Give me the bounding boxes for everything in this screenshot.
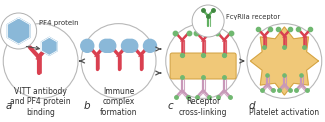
Text: VITT antibody
and PF4 protein
binding: VITT antibody and PF4 protein binding [10, 86, 71, 117]
Circle shape [166, 24, 240, 98]
Circle shape [192, 5, 224, 37]
Circle shape [143, 39, 156, 52]
Polygon shape [42, 37, 57, 55]
Circle shape [122, 39, 135, 52]
FancyBboxPatch shape [170, 53, 236, 79]
Circle shape [103, 39, 116, 52]
Polygon shape [250, 27, 318, 95]
Circle shape [81, 24, 156, 98]
Text: FcγRIIa receptor: FcγRIIa receptor [226, 14, 280, 20]
Text: Receptor
cross-linking: Receptor cross-linking [179, 97, 228, 117]
Circle shape [125, 39, 138, 52]
Text: c: c [168, 101, 174, 111]
Circle shape [247, 24, 322, 98]
Circle shape [1, 13, 37, 49]
Text: b: b [83, 101, 90, 111]
Text: Immune
complex
formation: Immune complex formation [100, 86, 137, 117]
Circle shape [81, 39, 94, 52]
Text: PF4 protein: PF4 protein [39, 20, 78, 26]
Polygon shape [7, 18, 30, 44]
Circle shape [3, 24, 78, 98]
Text: a: a [5, 101, 12, 111]
Text: d: d [249, 101, 256, 111]
Text: Platelet activation: Platelet activation [249, 108, 319, 117]
Circle shape [99, 39, 112, 52]
